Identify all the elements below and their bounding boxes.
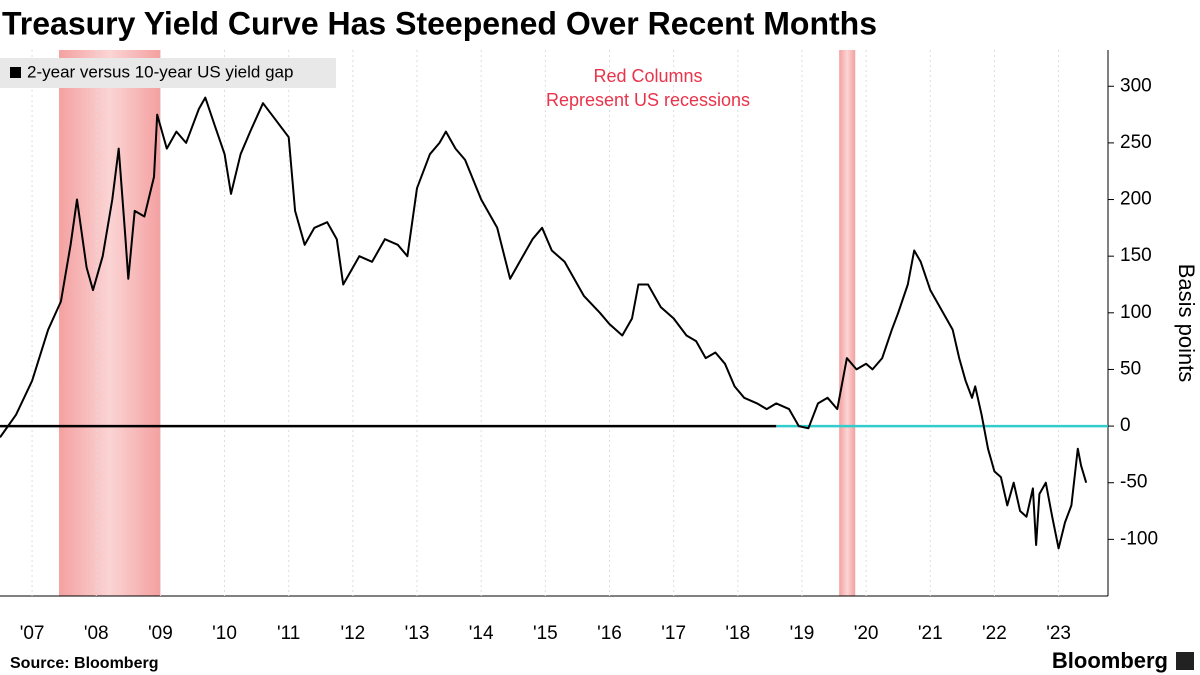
x-tick-label: '21: [918, 623, 943, 644]
x-tick-label: '09: [148, 623, 173, 644]
x-tick-label: '13: [405, 623, 430, 644]
y-tick-label: 50: [1120, 358, 1141, 379]
recession-column: [59, 50, 161, 596]
x-tick-label: '15: [533, 623, 558, 644]
annotation: Represent US recessions: [546, 90, 750, 110]
x-tick-label: '17: [661, 623, 686, 644]
x-tick-label: '14: [469, 623, 494, 644]
x-tick-label: '07: [20, 623, 45, 644]
x-tick-label: '23: [1046, 623, 1071, 644]
x-tick-label: '12: [340, 623, 365, 644]
y-tick-label: 150: [1120, 245, 1152, 266]
y-tick-label: -50: [1120, 472, 1147, 493]
legend-box: [0, 58, 336, 88]
y-tick-label: 0: [1120, 415, 1131, 436]
x-tick-label: '10: [212, 623, 237, 644]
y-tick-label: 250: [1120, 132, 1152, 153]
x-tick-label: '11: [277, 623, 300, 644]
annotation: Red Columns: [593, 66, 702, 86]
y-tick-label: 100: [1120, 302, 1152, 323]
x-tick-label: '18: [725, 623, 750, 644]
brand-icon: [1176, 652, 1194, 670]
x-tick-label: '08: [84, 623, 109, 644]
y-axis-label: Basis points: [1174, 264, 1199, 383]
x-tick-label: '20: [854, 623, 879, 644]
x-tick-label: '19: [790, 623, 815, 644]
series-line: [0, 96, 1088, 550]
source: Source: Bloomberg: [10, 655, 158, 672]
x-tick-label: '22: [982, 623, 1007, 644]
y-tick-label: -100: [1120, 528, 1158, 549]
legend-swatch: [10, 67, 21, 78]
recession-column: [839, 50, 856, 596]
y-tick-label: 300: [1120, 75, 1152, 96]
y-tick-label: 200: [1120, 189, 1152, 210]
x-tick-label: '16: [597, 623, 622, 644]
brand: Bloomberg: [1052, 648, 1168, 673]
chart-title: Treasury Yield Curve Has Steepened Over …: [2, 5, 877, 41]
legend-label: 2-year versus 10-year US yield gap: [27, 62, 293, 81]
